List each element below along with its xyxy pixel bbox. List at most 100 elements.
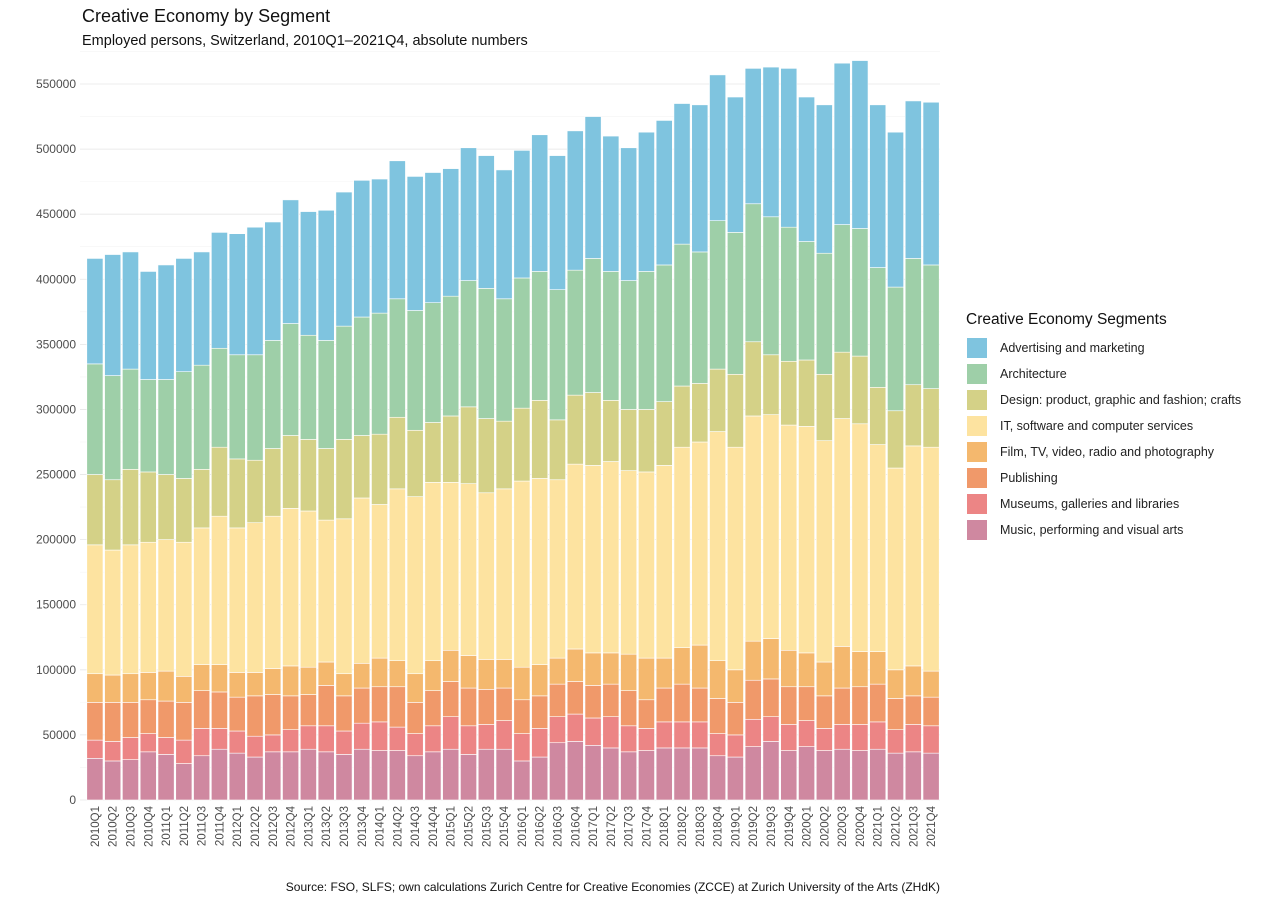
bar-segment — [353, 663, 371, 689]
bar-segment — [424, 751, 442, 801]
bar-stack-2020Q1 — [798, 96, 815, 801]
x-tick-label: 2015Q2 — [464, 806, 476, 847]
bar-segment — [602, 747, 620, 801]
bar-segment — [299, 334, 317, 440]
bar-segment — [726, 446, 744, 671]
bar-segment — [264, 515, 282, 669]
legend-swatch — [966, 415, 988, 437]
legend-item: Museums, galleries and libraries — [966, 491, 1241, 517]
bar-segment — [139, 379, 157, 473]
x-tick-label: 2013Q1 — [303, 806, 315, 847]
bar-segment — [460, 406, 477, 484]
bar-stack-2016Q3 — [549, 155, 566, 801]
bar-segment — [406, 310, 424, 431]
bar-segment — [798, 241, 815, 361]
bar-segment — [655, 657, 673, 689]
legend-item: Publishing — [966, 465, 1241, 491]
bar-segment — [780, 649, 798, 688]
bar-segment — [691, 687, 709, 723]
bar-segment — [317, 725, 335, 753]
bar-segment — [602, 271, 620, 401]
bar-segment — [104, 375, 122, 481]
bar-segment — [299, 666, 317, 695]
bar-segment — [193, 755, 211, 801]
bar-segment — [122, 759, 139, 801]
bar-stack-2020Q2 — [815, 104, 833, 801]
y-tick-label: 250000 — [36, 468, 76, 482]
bar-stack-2012Q4 — [282, 199, 299, 801]
bar-segment — [157, 539, 175, 672]
bar-segment — [815, 374, 833, 441]
bar-segment — [691, 644, 709, 689]
y-tick-label: 400000 — [36, 272, 76, 286]
legend-swatch — [966, 467, 988, 489]
chart-subtitle: Employed persons, Switzerland, 2010Q1–20… — [82, 33, 528, 49]
bar-segment — [780, 750, 798, 801]
bar-segment — [602, 400, 620, 462]
bar-segment — [833, 62, 851, 225]
bar-segment — [406, 429, 424, 497]
y-tick-label: 50000 — [43, 728, 77, 742]
bar-segment — [460, 280, 477, 408]
x-tick-label: 2018Q1 — [659, 806, 671, 847]
bar-segment — [531, 728, 549, 758]
bar-segment — [299, 694, 317, 727]
bar-segment — [566, 741, 584, 801]
bar-segment — [620, 751, 638, 801]
bar-stack-2019Q3 — [762, 66, 780, 801]
bar-segment — [709, 733, 727, 757]
bar-segment — [638, 131, 655, 272]
bar-segment — [317, 519, 335, 663]
bar-segment — [513, 760, 531, 801]
legend-label: Architecture — [1000, 367, 1067, 381]
bar-segment — [139, 733, 157, 753]
bar-segment — [904, 258, 922, 386]
bar-segment — [228, 672, 246, 698]
bar-segment — [531, 664, 549, 697]
bar-segment — [531, 478, 549, 665]
bar-segment — [335, 191, 353, 327]
bar-segment — [193, 527, 211, 665]
bar-segment — [673, 243, 691, 387]
bar-segment — [175, 371, 193, 479]
bar-segment — [228, 696, 246, 732]
bar-segment — [584, 465, 602, 654]
bar-segment — [424, 422, 442, 483]
bar-stack-2011Q4 — [211, 232, 228, 801]
bar-segment — [495, 687, 513, 721]
bar-segment — [922, 696, 940, 727]
chart-title: Creative Economy by Segment — [82, 6, 331, 26]
bar-segment — [424, 482, 442, 662]
x-tick-label: 2015Q4 — [499, 805, 511, 847]
bar-segment — [691, 383, 709, 443]
bar-segment — [228, 752, 246, 801]
bar-segment — [887, 698, 904, 731]
bar-segment — [726, 756, 744, 801]
bar-segment — [869, 683, 887, 723]
bar-segment — [193, 469, 211, 529]
bar-segment — [495, 488, 513, 660]
bar-segment — [175, 702, 193, 741]
x-tick-label: 2011Q1 — [161, 806, 173, 846]
bar-segment — [175, 676, 193, 703]
bar-segment — [904, 100, 922, 259]
bar-segment — [442, 649, 460, 682]
bar-segment — [851, 60, 869, 229]
bar-segment — [317, 751, 335, 801]
bar-segment — [762, 716, 780, 742]
bar-segment — [833, 724, 851, 750]
bar-segment — [424, 725, 442, 753]
bar-segment — [388, 160, 406, 300]
bar-segment — [602, 716, 620, 749]
bar-segment — [86, 739, 104, 759]
bar-segment — [549, 479, 566, 659]
bar-segment — [228, 458, 246, 529]
bar-segment — [495, 659, 513, 689]
legend-label: Film, TV, video, radio and photography — [1000, 445, 1215, 459]
bar-segment — [122, 702, 139, 738]
bar-segment — [887, 752, 904, 801]
bar-stack-2017Q4 — [638, 131, 655, 801]
bar-segment — [175, 763, 193, 801]
bar-segment — [353, 748, 371, 801]
bar-segment — [602, 135, 620, 272]
